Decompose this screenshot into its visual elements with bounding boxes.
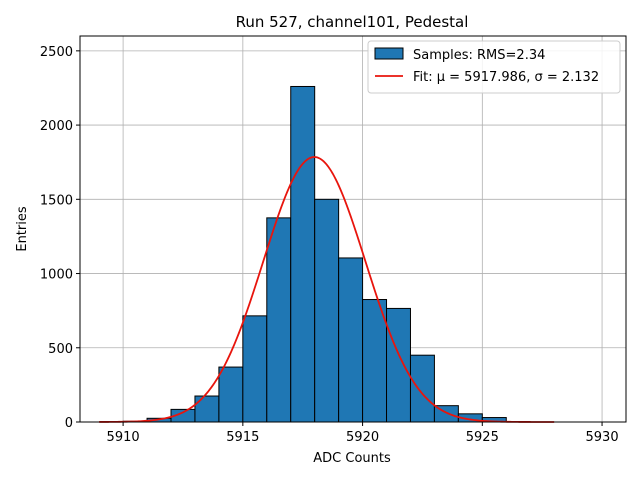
- histogram-bar: [314, 198, 340, 423]
- fit-curve: [99, 156, 555, 423]
- histogram-bar: [362, 299, 388, 423]
- x-tick-label: 5915: [226, 430, 259, 445]
- y-tick-label: 2000: [40, 119, 73, 134]
- legend-swatch-samples: [374, 47, 404, 60]
- legend-box: [367, 40, 621, 94]
- y-tick-label: 500: [48, 342, 73, 357]
- histogram-bar: [290, 85, 316, 423]
- fit-curve-group: [99, 156, 555, 423]
- histogram-bar: [194, 395, 220, 423]
- histogram-bars: [122, 85, 507, 423]
- legend-label-samples: Samples: RMS=2.34: [413, 48, 545, 63]
- y-tick-label: 0: [65, 416, 73, 431]
- y-tick-label: 2500: [40, 45, 73, 60]
- chart-title: Run 527, channel101, Pedestal: [236, 13, 469, 31]
- y-axis-title: Entries: [15, 206, 30, 252]
- x-tick-label: 5920: [346, 430, 379, 445]
- y-tick-label: 1500: [40, 193, 73, 208]
- y-axis-ticks: 0 500 1000 1500 2000 2500: [40, 45, 80, 431]
- histogram-bar: [218, 366, 244, 423]
- x-tick-label: 5930: [586, 430, 619, 445]
- x-tick-label: 5910: [107, 430, 140, 445]
- x-tick-label: 5925: [466, 430, 499, 445]
- x-axis-title: ADC Counts: [313, 451, 391, 466]
- y-tick-label: 1000: [40, 268, 73, 283]
- plot-frame: [79, 35, 627, 423]
- histogram-bar: [409, 354, 435, 423]
- legend: Samples: RMS=2.34 Fit: μ = 5917.986, σ =…: [367, 40, 621, 94]
- histogram-bar: [242, 315, 268, 423]
- histogram-bar: [386, 307, 411, 423]
- legend-label-fit: Fit: μ = 5917.986, σ = 2.132: [413, 70, 599, 85]
- x-axis-ticks: 5910 5915 5920 5925 5930: [107, 422, 619, 445]
- histogram-bar: [338, 257, 364, 423]
- histogram-bar: [266, 217, 292, 423]
